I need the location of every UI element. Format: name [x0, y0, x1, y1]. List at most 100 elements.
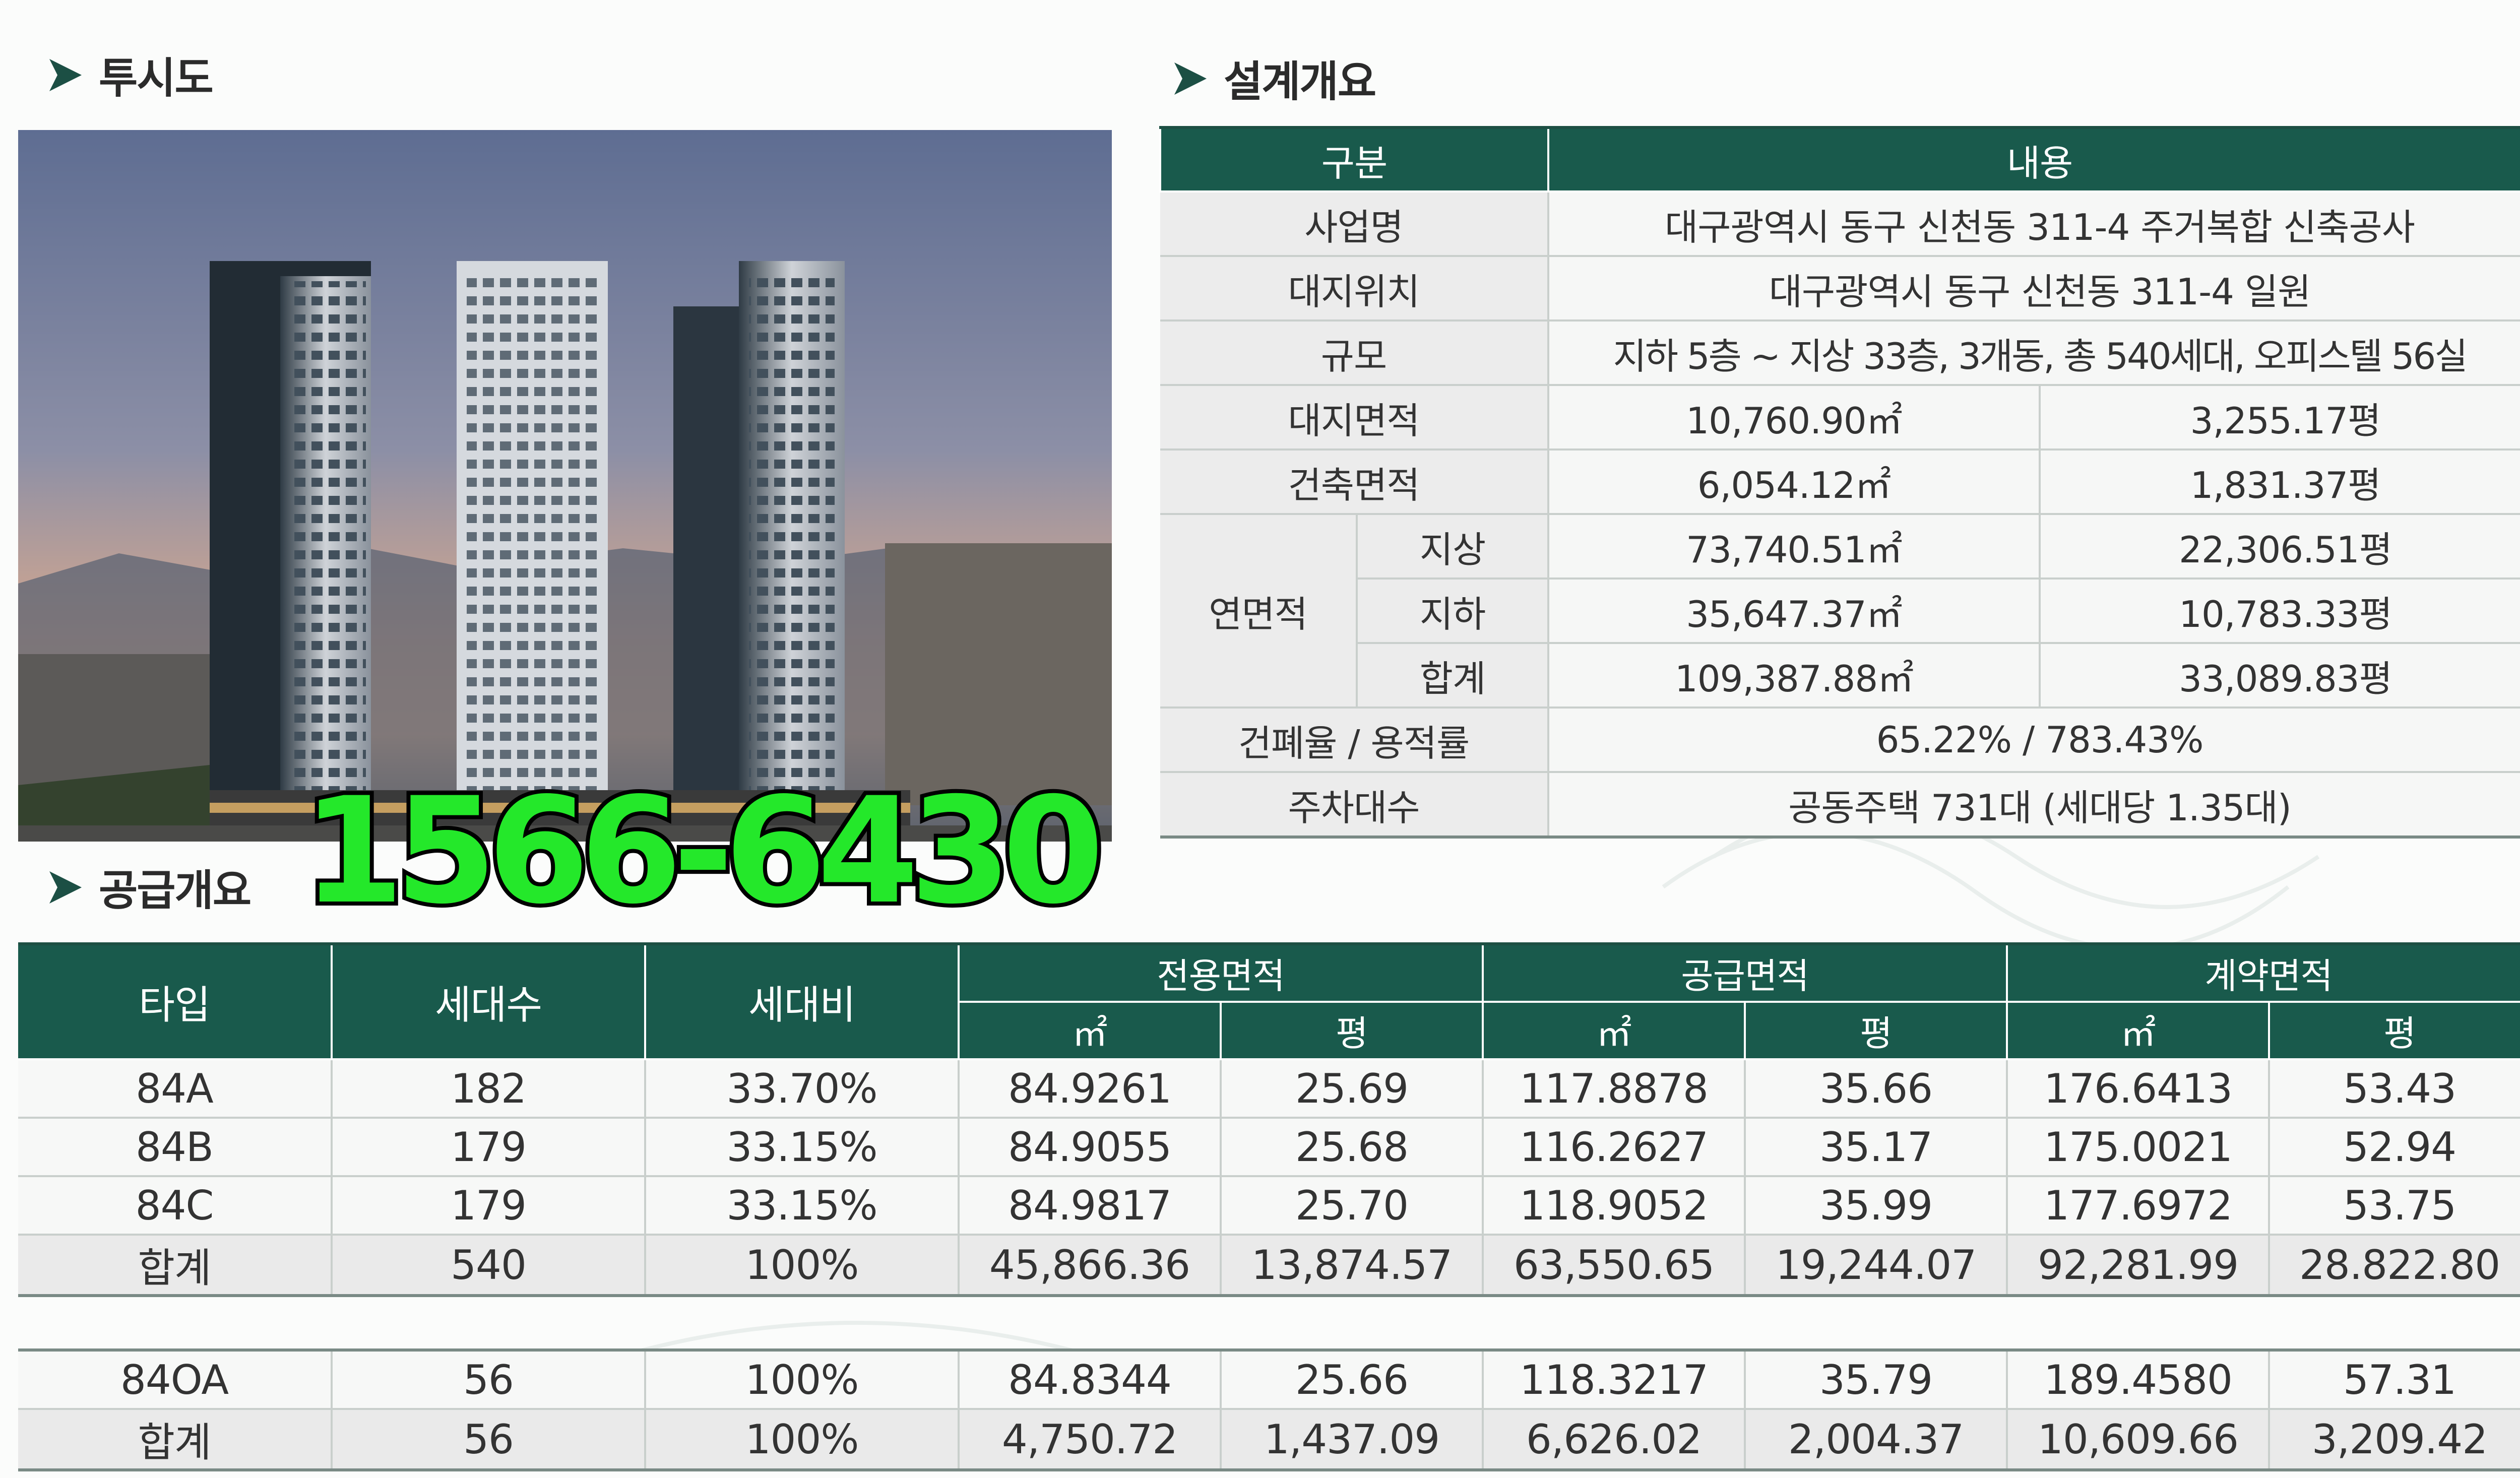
table-cell: 1,437.09 — [1221, 1408, 1484, 1471]
design-overview-table: 구분 내용 사업명 대구광역시 동구 신천동 311-4 주거복합 신축공사 대… — [1159, 126, 2520, 839]
table-cell: 118.3217 — [1483, 1349, 1746, 1410]
table-cell: 35.17 — [1745, 1117, 2008, 1177]
table-row: 지하 35,647.37㎡ 10,783.33평 — [1160, 577, 2520, 644]
table-cell: 176.6413 — [2007, 1058, 2271, 1119]
table-cell: 84.9817 — [959, 1175, 1222, 1236]
row-value-pyeong: 10,783.33평 — [2040, 577, 2520, 644]
table-cell: 25.70 — [1221, 1175, 1484, 1236]
table-cell: 56 — [332, 1349, 646, 1410]
header-type: 타입 — [18, 944, 333, 1060]
row-label: 규모 — [1160, 319, 1550, 386]
table-cell: 84.9055 — [959, 1117, 1222, 1177]
table-row: 주차대수 공동주택 731대 (세대당 1.35대) — [1160, 771, 2520, 839]
row-value-pyeong: 33,089.83평 — [2040, 642, 2520, 709]
table-cell: 28.822.80 — [2269, 1234, 2520, 1297]
table-cell: 35.99 — [1745, 1175, 2008, 1236]
table-row: 84B 179 33.15% 84.9055 25.68 116.2627 35.17 175… — [18, 1117, 2520, 1177]
row-value-sqm: 6,054.12㎡ — [1548, 448, 2041, 515]
officetel-supply-table: 84OA 56 100% 84.8344 25.66 118.3217 35.79 189.4… — [18, 1348, 2520, 1471]
table-row: 규모 지하 5층 ~ 지상 33층, 3개동, 총 540세대, 오피스텔 56… — [1160, 319, 2520, 386]
arrow-icon — [49, 871, 82, 904]
table-cell: 45,866.36 — [959, 1234, 1222, 1297]
design-header-category: 구분 — [1159, 127, 1550, 192]
design-title-text: 설계개요 — [1224, 57, 1376, 106]
row-value-pyeong: 3,255.17평 — [2040, 384, 2520, 451]
table-cell: 19,244.07 — [1745, 1234, 2008, 1297]
table-cell: 33.15% — [645, 1175, 960, 1236]
table-cell: 6,626.02 — [1483, 1408, 1746, 1471]
header-pyeong: 평 — [2268, 1002, 2520, 1060]
total-row: 합계 540 100% 45,866.36 13,874.57 63,550.65 19,2… — [18, 1234, 2520, 1297]
table-cell: 189.4580 — [2007, 1349, 2270, 1410]
header-sqm: ㎡ — [958, 1002, 1222, 1060]
table-row: 건폐율 / 용적률 65.22% / 783.43% — [1160, 706, 2520, 773]
table-cell: 합계 — [18, 1408, 333, 1471]
rendering-title-text: 투시도 — [99, 53, 214, 103]
supply-overview-table: 타입 세대수 세대비 전용면적 공급면적 계약면적 ㎡ 평 ㎡ 평 ㎡ 평 84… — [18, 942, 2520, 1297]
table-cell: 25.69 — [1221, 1058, 1484, 1119]
row-value-pyeong: 22,306.51평 — [2040, 513, 2520, 580]
header-contract-area: 계약면적 — [2006, 944, 2520, 1003]
row-value-pyeong: 1,831.37평 — [2040, 448, 2520, 515]
table-row: 대지면적 10,760.90㎡ 3,255.17평 — [1160, 384, 2520, 451]
table-cell: 4,750.72 — [959, 1408, 1222, 1471]
total-row: 합계 56 100% 4,750.72 1,437.09 6,626.02 2,004.37… — [18, 1408, 2520, 1471]
row-label: 연면적 — [1160, 513, 1358, 709]
table-row: 사업명 대구광역시 동구 신천동 311-4 주거복합 신축공사 — [1160, 190, 2520, 257]
table-cell: 13,874.57 — [1221, 1234, 1484, 1297]
row-value-sqm: 35,647.37㎡ — [1548, 577, 2041, 644]
row-value-sqm: 10,760.90㎡ — [1548, 384, 2041, 451]
table-cell: 56 — [332, 1408, 646, 1471]
table-cell: 116.2627 — [1483, 1117, 1746, 1177]
table-row: 84A 182 33.70% 84.9261 25.69 117.8878 35.66 176… — [18, 1058, 2520, 1119]
row-label: 사업명 — [1160, 190, 1550, 257]
table-row: 합계 109,387.88㎡ 33,089.83평 — [1160, 642, 2520, 709]
table-cell: 52.94 — [2269, 1117, 2520, 1177]
design-header-row: 구분 내용 — [1159, 127, 2520, 192]
table-cell: 33.15% — [645, 1117, 960, 1177]
row-value: 대구광역시 동구 신천동 311-4 일원 — [1548, 255, 2520, 322]
row-label: 대지위치 — [1160, 255, 1550, 322]
table-cell: 84OA — [18, 1349, 333, 1410]
table-cell: 53.75 — [2269, 1175, 2520, 1236]
row-value: 65.22% / 783.43% — [1548, 706, 2520, 773]
table-row: 연면적 지상 73,740.51㎡ 22,306.51평 — [1160, 513, 2520, 709]
row-label: 주차대수 — [1160, 771, 1550, 839]
table-cell: 25.68 — [1221, 1117, 1484, 1177]
table-cell: 100% — [645, 1408, 960, 1471]
table-row: 84OA 56 100% 84.8344 25.66 118.3217 35.79 189.4… — [18, 1349, 2520, 1410]
row-value: 공동주택 731대 (세대당 1.35대) — [1548, 771, 2520, 839]
row-sublabel: 지하 — [1357, 577, 1550, 644]
supply-header-row: 타입 세대수 세대비 전용면적 공급면적 계약면적 — [18, 944, 2520, 1060]
table-cell: 33.70% — [645, 1058, 960, 1119]
phone-number[interactable]: 1566-6430 — [298, 766, 1108, 936]
table-cell: 179 — [332, 1117, 646, 1177]
table-cell: 177.6972 — [2007, 1175, 2271, 1236]
table-cell: 182 — [332, 1058, 646, 1119]
supply-title-text: 공급개요 — [99, 866, 251, 915]
row-label: 대지면적 — [1160, 384, 1550, 451]
header-pyeong: 평 — [1219, 1002, 1484, 1060]
table-cell: 57.31 — [2269, 1349, 2520, 1410]
header-sqm: ㎡ — [2006, 1002, 2271, 1060]
row-value-sqm: 73,740.51㎡ — [1548, 513, 2041, 580]
table-cell: 84.8344 — [959, 1349, 1222, 1410]
table-row: 건축면적 6,054.12㎡ 1,831.37평 — [1160, 448, 2520, 515]
table-cell: 118.9052 — [1483, 1175, 1746, 1236]
header-pyeong: 평 — [1744, 1002, 2008, 1060]
arrow-icon — [1174, 62, 1207, 95]
table-cell: 117.8878 — [1483, 1058, 1746, 1119]
table-cell: 3,209.42 — [2269, 1408, 2520, 1471]
table-cell: 100% — [645, 1349, 960, 1410]
table-row: 84C 179 33.15% 84.9817 25.70 118.9052 35.99 177… — [18, 1175, 2520, 1236]
arrow-icon — [49, 58, 82, 91]
table-cell: 35.79 — [1745, 1349, 2008, 1410]
table-cell: 10,609.66 — [2007, 1408, 2270, 1471]
table-cell: 53.43 — [2269, 1058, 2520, 1119]
table-cell: 63,550.65 — [1483, 1234, 1746, 1297]
table-cell: 84B — [18, 1117, 333, 1177]
row-label: 건폐율 / 용적률 — [1160, 706, 1550, 773]
table-cell: 540 — [332, 1234, 646, 1297]
table-cell: 35.66 — [1745, 1058, 2008, 1119]
table-cell: 84C — [18, 1175, 333, 1236]
